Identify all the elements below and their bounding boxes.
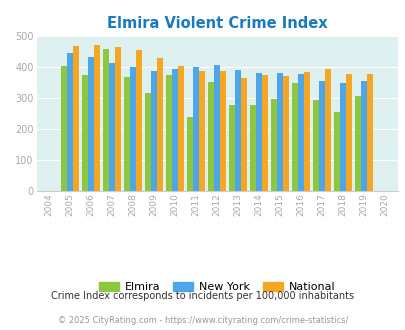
Bar bbox=[277, 73, 282, 191]
Bar bbox=[229, 105, 235, 191]
Bar bbox=[241, 78, 246, 191]
Bar bbox=[88, 57, 94, 191]
Bar bbox=[198, 71, 205, 191]
Bar bbox=[360, 81, 366, 191]
Bar bbox=[271, 99, 277, 191]
Bar bbox=[145, 93, 151, 191]
Bar bbox=[208, 82, 214, 191]
Title: Elmira Violent Crime Index: Elmira Violent Crime Index bbox=[107, 16, 327, 31]
Text: © 2025 CityRating.com - https://www.cityrating.com/crime-statistics/: © 2025 CityRating.com - https://www.city… bbox=[58, 316, 347, 325]
Bar bbox=[172, 70, 178, 191]
Bar bbox=[324, 69, 330, 191]
Bar bbox=[250, 105, 256, 191]
Bar bbox=[292, 83, 298, 191]
Bar bbox=[345, 74, 351, 191]
Bar bbox=[103, 49, 109, 191]
Bar bbox=[234, 70, 241, 191]
Bar bbox=[82, 75, 88, 191]
Bar bbox=[136, 50, 142, 191]
Bar bbox=[354, 96, 360, 191]
Bar bbox=[220, 71, 226, 191]
Legend: Elmira, New York, National: Elmira, New York, National bbox=[94, 278, 339, 297]
Bar bbox=[109, 63, 115, 191]
Bar bbox=[61, 66, 67, 191]
Bar bbox=[124, 77, 130, 191]
Bar bbox=[67, 53, 73, 191]
Bar bbox=[166, 75, 172, 191]
Bar bbox=[303, 72, 309, 191]
Bar bbox=[262, 75, 267, 191]
Bar bbox=[193, 67, 198, 191]
Bar bbox=[214, 65, 220, 191]
Bar bbox=[178, 66, 183, 191]
Text: Crime Index corresponds to incidents per 100,000 inhabitants: Crime Index corresponds to incidents per… bbox=[51, 291, 354, 301]
Bar bbox=[73, 46, 79, 191]
Bar bbox=[94, 45, 100, 191]
Bar bbox=[339, 83, 345, 191]
Bar bbox=[318, 81, 324, 191]
Bar bbox=[282, 76, 288, 191]
Bar bbox=[298, 75, 303, 191]
Bar bbox=[157, 58, 162, 191]
Bar bbox=[366, 74, 372, 191]
Bar bbox=[187, 117, 193, 191]
Bar bbox=[151, 71, 157, 191]
Bar bbox=[130, 67, 136, 191]
Bar bbox=[115, 47, 121, 191]
Bar bbox=[313, 100, 318, 191]
Bar bbox=[334, 112, 339, 191]
Bar bbox=[256, 73, 262, 191]
